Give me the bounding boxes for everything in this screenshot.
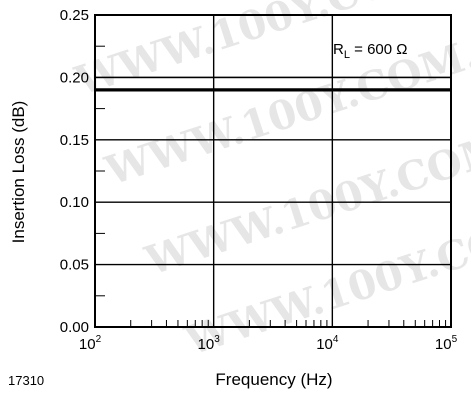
x-tick-label: 104 <box>316 334 339 353</box>
x-axis-label: Frequency (Hz) <box>215 370 332 389</box>
x-tick-base: 10 <box>316 336 333 353</box>
annotation-main: R <box>333 41 344 58</box>
x-tick-base: 10 <box>198 336 215 353</box>
load-resistance-annotation: RL = 600 Ω <box>333 41 407 61</box>
x-tick-exponent: 5 <box>452 334 458 345</box>
x-tick-label: 102 <box>79 334 102 353</box>
annotation-rest: = 600 Ω <box>350 41 408 58</box>
y-tick-label: 0.05 <box>60 257 89 274</box>
y-tick-label: 0.20 <box>60 69 89 86</box>
y-tick-labels: 0.00 0.05 0.10 0.15 0.20 0.25 <box>60 7 89 336</box>
x-tick-exponent: 3 <box>214 334 220 345</box>
grid <box>95 15 451 327</box>
plot-frame <box>94 14 452 328</box>
y-axis-label: Insertion Loss (dB) <box>9 101 28 244</box>
annotation-sub: L <box>344 49 350 61</box>
x-tick-label: 103 <box>198 334 221 353</box>
x-tick-base: 10 <box>79 336 96 353</box>
y-tick-label: 0.25 <box>60 7 89 24</box>
minor-ticks <box>130 320 447 327</box>
y-tick-label: 0.15 <box>60 132 89 149</box>
x-tick-exponent: 4 <box>333 334 339 345</box>
x-tick-base: 10 <box>435 336 452 353</box>
x-tick-label: 105 <box>435 334 458 353</box>
figure-id: 17310 <box>8 373 44 388</box>
x-tick-labels: 102 103 104 105 <box>79 334 458 353</box>
y-tick-label: 0.00 <box>60 319 89 336</box>
y-tick-label: 0.10 <box>60 194 89 211</box>
x-tick-exponent: 2 <box>96 334 102 345</box>
